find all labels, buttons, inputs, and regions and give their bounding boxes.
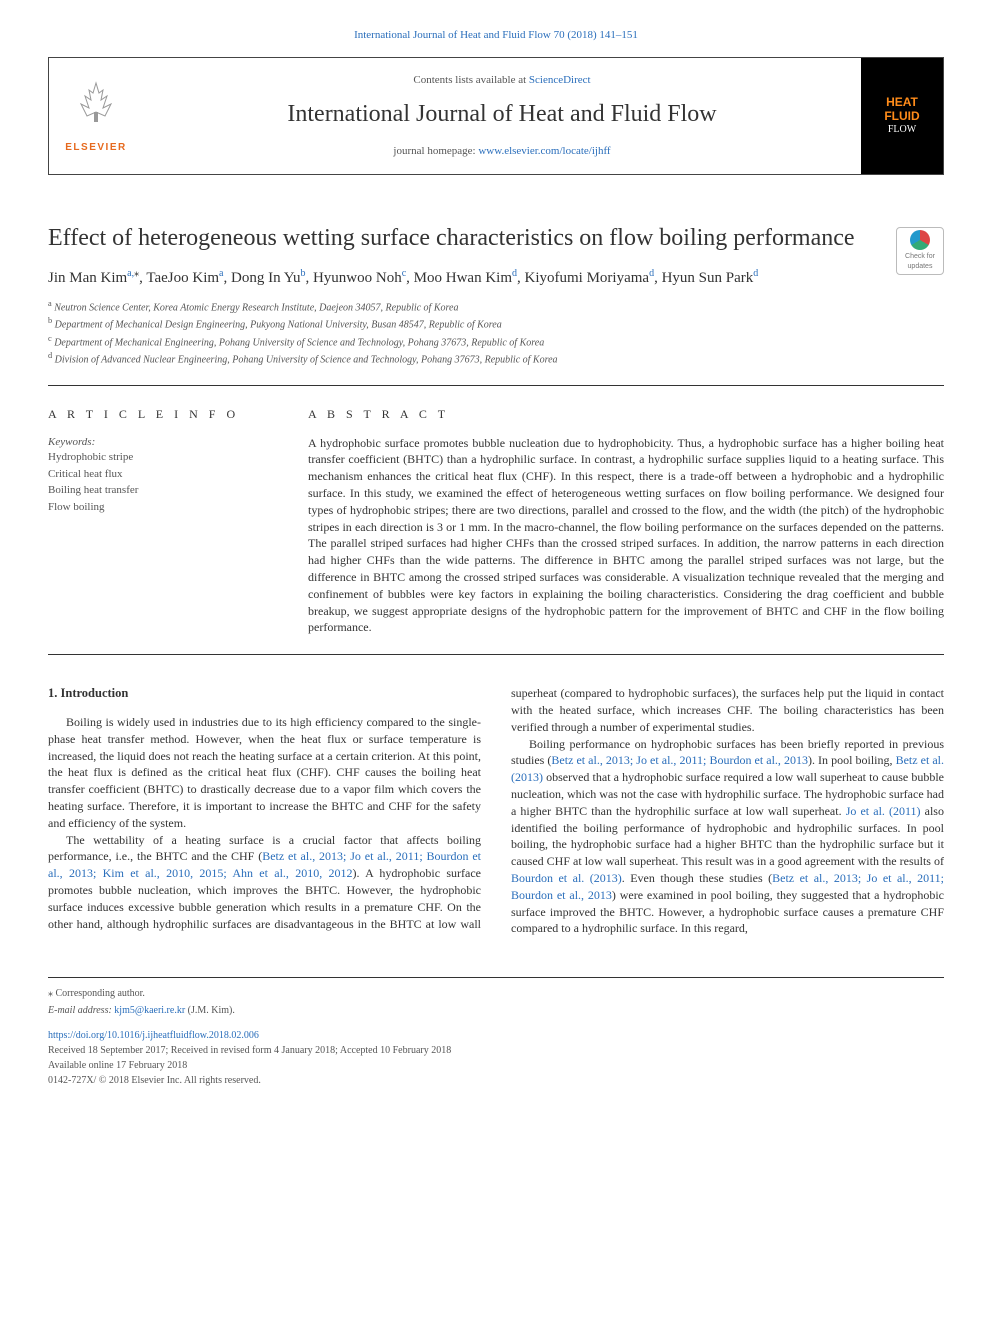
doi-line: https://doi.org/10.1016/j.ijheatfluidflo… bbox=[48, 1028, 944, 1043]
email-line: E-mail address: kjm5@kaeri.re.kr (J.M. K… bbox=[48, 1003, 944, 1018]
corresponding-author-note: ⁎ Corresponding author. bbox=[48, 986, 944, 1001]
section-heading: 1. Introduction bbox=[48, 685, 481, 702]
cover-text-heat: HEAT bbox=[886, 95, 918, 109]
contents-prefix: Contents lists available at bbox=[413, 74, 528, 86]
affiliation-line: b Department of Mechanical Design Engine… bbox=[48, 315, 944, 332]
doi-link[interactable]: https://doi.org/10.1016/j.ijheatfluidflo… bbox=[48, 1030, 259, 1041]
copyright-line: 0142-727X/ © 2018 Elsevier Inc. All righ… bbox=[48, 1073, 944, 1088]
authors-line: Jin Man Kima,⁎, TaeJoo Kima, Dong In Yub… bbox=[48, 267, 944, 288]
publisher-logo-box: ELSEVIER bbox=[49, 58, 143, 174]
body-p3-e: . Even though these studies ( bbox=[622, 871, 772, 885]
affiliation-line: d Division of Advanced Nuclear Engineeri… bbox=[48, 350, 944, 367]
email-link[interactable]: kjm5@kaeri.re.kr bbox=[114, 1005, 185, 1016]
homepage-prefix: journal homepage: bbox=[393, 145, 478, 157]
email-tail: (J.M. Kim). bbox=[185, 1005, 235, 1016]
abstract-col: A B S T R A C T A hydrophobic surface pr… bbox=[308, 406, 944, 636]
section-title: Introduction bbox=[61, 686, 129, 700]
citation-jo-2011[interactable]: Jo et al. (2011) bbox=[846, 804, 921, 818]
footer-block: ⁎ Corresponding author. E-mail address: … bbox=[48, 977, 944, 1088]
keyword-item: Hydrophobic stripe bbox=[48, 449, 268, 466]
article-info-label: A R T I C L E I N F O bbox=[48, 406, 268, 422]
affiliation-line: c Department of Mechanical Engineering, … bbox=[48, 333, 944, 350]
sciencedirect-link[interactable]: ScienceDirect bbox=[529, 74, 591, 86]
abstract-label: A B S T R A C T bbox=[308, 406, 944, 422]
journal-name: International Journal of Heat and Fluid … bbox=[143, 98, 861, 130]
body-para-1: Boiling is widely used in industries due… bbox=[48, 714, 481, 832]
journal-header: ELSEVIER Contents lists available at Sci… bbox=[48, 57, 944, 175]
online-line: Available online 17 February 2018 bbox=[48, 1058, 944, 1073]
cover-text-fluid: FLUID bbox=[884, 109, 919, 123]
contents-available-line: Contents lists available at ScienceDirec… bbox=[143, 73, 861, 88]
received-line: Received 18 September 2017; Received in … bbox=[48, 1043, 944, 1058]
body-para-3: Boiling performance on hydrophobic surfa… bbox=[511, 736, 944, 938]
check-for-updates-badge[interactable]: Check for updates bbox=[896, 227, 944, 275]
elsevier-tree-icon bbox=[71, 78, 121, 135]
article-head: Check for updates Effect of heterogeneou… bbox=[48, 223, 944, 368]
article-title: Effect of heterogeneous wetting surface … bbox=[48, 223, 944, 253]
keyword-item: Critical heat flux bbox=[48, 466, 268, 483]
article-info-col: A R T I C L E I N F O Keywords: Hydropho… bbox=[48, 406, 268, 636]
keywords-label: Keywords: bbox=[48, 435, 268, 450]
body-p3-b: ). In pool boiling, bbox=[808, 753, 896, 767]
rule-below-meta bbox=[48, 654, 944, 655]
citation-bourdon-2013[interactable]: Bourdon et al. (2013) bbox=[511, 871, 622, 885]
check-updates-icon bbox=[910, 230, 930, 250]
keywords-list: Hydrophobic stripeCritical heat fluxBoil… bbox=[48, 449, 268, 515]
top-citation-link[interactable]: International Journal of Heat and Fluid … bbox=[354, 29, 638, 41]
publisher-name: ELSEVIER bbox=[65, 141, 126, 155]
keyword-item: Flow boiling bbox=[48, 499, 268, 516]
keyword-item: Boiling heat transfer bbox=[48, 482, 268, 499]
body-columns: 1. Introduction Boiling is widely used i… bbox=[48, 685, 944, 937]
check-updates-line1: Check for bbox=[905, 252, 935, 261]
journal-header-center: Contents lists available at ScienceDirec… bbox=[143, 58, 861, 174]
journal-homepage-line: journal homepage: www.elsevier.com/locat… bbox=[143, 144, 861, 159]
meta-row: A R T I C L E I N F O Keywords: Hydropho… bbox=[48, 406, 944, 636]
citation-link-group-2[interactable]: Betz et al., 2013; Jo et al., 2011; Bour… bbox=[551, 753, 808, 767]
homepage-link[interactable]: www.elsevier.com/locate/ijhff bbox=[478, 145, 610, 157]
rule-above-meta bbox=[48, 385, 944, 386]
section-number: 1. bbox=[48, 686, 57, 700]
check-updates-line2: updates bbox=[908, 262, 933, 271]
affiliations-block: a Neutron Science Center, Korea Atomic E… bbox=[48, 298, 944, 367]
journal-cover-thumb: HEAT FLUID FLOW bbox=[861, 58, 943, 174]
top-citation-line: International Journal of Heat and Fluid … bbox=[48, 28, 944, 43]
affiliation-line: a Neutron Science Center, Korea Atomic E… bbox=[48, 298, 944, 315]
abstract-text: A hydrophobic surface promotes bubble nu… bbox=[308, 435, 944, 637]
email-label: E-mail address: bbox=[48, 1005, 114, 1016]
cover-text-flow: FLOW bbox=[888, 123, 916, 137]
